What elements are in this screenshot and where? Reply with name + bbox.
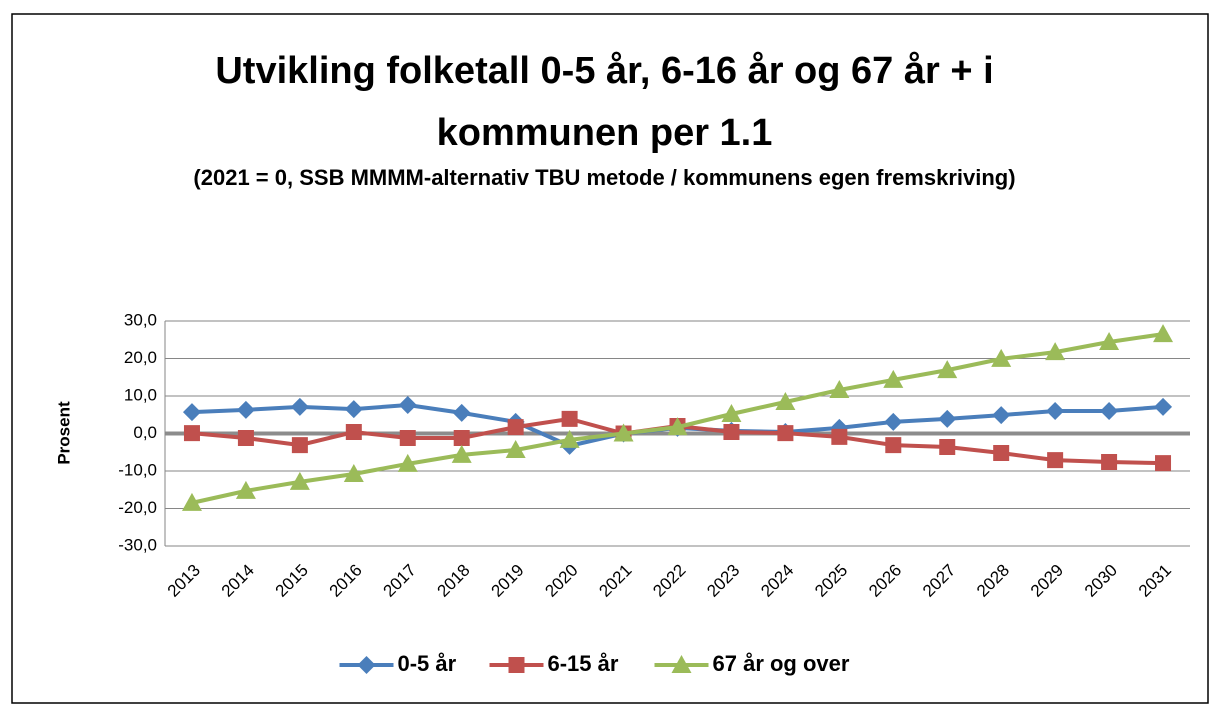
x-tick-label: 2014 bbox=[218, 561, 258, 601]
y-tick-label: -10,0 bbox=[118, 460, 157, 479]
marker bbox=[345, 424, 362, 440]
marker bbox=[505, 440, 526, 458]
x-tick-label: 2028 bbox=[973, 561, 1013, 601]
frame bbox=[11, 13, 1209, 704]
x-tick-label: 2018 bbox=[434, 561, 474, 601]
marker bbox=[1045, 342, 1066, 361]
marker bbox=[723, 424, 740, 440]
marker bbox=[236, 400, 255, 419]
x-tick-label: 2026 bbox=[865, 561, 905, 601]
marker bbox=[237, 430, 254, 446]
x-tick-label: 2025 bbox=[811, 561, 851, 601]
x-tick-label: 2017 bbox=[380, 561, 420, 601]
marker bbox=[291, 437, 308, 454]
marker bbox=[831, 428, 848, 445]
x-tick-label: 2021 bbox=[595, 561, 635, 601]
y-tick-label: 10,0 bbox=[124, 385, 157, 404]
x-tick-label: 2013 bbox=[164, 561, 204, 601]
y-tick-label: -30,0 bbox=[118, 535, 157, 554]
x-tick-label: 2015 bbox=[272, 561, 312, 601]
legend-label: 67 år og over bbox=[713, 651, 850, 676]
marker bbox=[344, 400, 363, 419]
marker bbox=[1101, 454, 1118, 470]
marker bbox=[938, 409, 957, 428]
legend-label: 0-5 år bbox=[398, 651, 457, 676]
marker bbox=[182, 403, 201, 422]
x-tick-label: 2027 bbox=[919, 561, 959, 601]
marker bbox=[1047, 452, 1064, 469]
marker bbox=[829, 380, 850, 398]
y-axis-label: Prosent bbox=[54, 401, 73, 465]
marker bbox=[508, 657, 525, 673]
marker bbox=[937, 360, 958, 379]
marker bbox=[992, 406, 1011, 425]
marker bbox=[357, 656, 376, 674]
x-tick-label: 2023 bbox=[703, 561, 743, 601]
marker bbox=[993, 445, 1010, 461]
marker bbox=[235, 480, 256, 499]
marker bbox=[507, 419, 524, 436]
y-tick-label: 30,0 bbox=[124, 310, 157, 329]
y-tick-label: -20,0 bbox=[118, 498, 157, 517]
marker bbox=[181, 492, 202, 511]
chart-title: Utvikling folketall 0-5 år, 6-16 år og 6… bbox=[215, 50, 994, 154]
chart-subtitle: (2021 = 0, SSB MMMM-alternativ TBU metod… bbox=[193, 165, 1016, 190]
x-tick-label: 2029 bbox=[1027, 561, 1067, 601]
marker bbox=[777, 425, 794, 442]
marker bbox=[1155, 455, 1172, 472]
legend-label: 6-15 år bbox=[548, 651, 619, 676]
marker bbox=[884, 412, 903, 431]
marker bbox=[1099, 332, 1120, 350]
marker bbox=[885, 437, 902, 454]
marker bbox=[991, 348, 1012, 367]
marker bbox=[561, 410, 578, 427]
x-tick-label: 2016 bbox=[326, 561, 366, 601]
x-tick-label: 2022 bbox=[649, 561, 689, 601]
marker bbox=[289, 471, 310, 490]
marker bbox=[399, 430, 416, 446]
marker bbox=[1100, 402, 1119, 420]
marker bbox=[451, 444, 472, 463]
marker bbox=[1154, 397, 1173, 416]
marker bbox=[290, 397, 309, 416]
y-tick-label: 0,0 bbox=[133, 423, 157, 442]
marker bbox=[671, 655, 692, 673]
marker bbox=[397, 453, 418, 472]
x-tick-label: 2024 bbox=[757, 561, 797, 601]
y-tick-label: 20,0 bbox=[124, 348, 157, 367]
marker bbox=[667, 417, 688, 436]
x-tick-label: 2031 bbox=[1135, 561, 1175, 601]
x-tick-label: 2020 bbox=[541, 561, 581, 601]
x-tick-label: 2030 bbox=[1081, 561, 1121, 601]
marker bbox=[775, 392, 796, 410]
x-tick-label: 2019 bbox=[487, 561, 527, 601]
marker bbox=[343, 464, 364, 482]
marker bbox=[939, 439, 956, 455]
marker bbox=[1046, 402, 1065, 420]
marker bbox=[721, 404, 742, 422]
marker bbox=[452, 403, 471, 422]
marker bbox=[1153, 324, 1174, 343]
marker bbox=[559, 429, 580, 448]
marker bbox=[183, 425, 200, 442]
marker bbox=[613, 423, 634, 442]
marker bbox=[453, 430, 470, 446]
marker bbox=[398, 396, 417, 414]
marker bbox=[883, 369, 904, 388]
